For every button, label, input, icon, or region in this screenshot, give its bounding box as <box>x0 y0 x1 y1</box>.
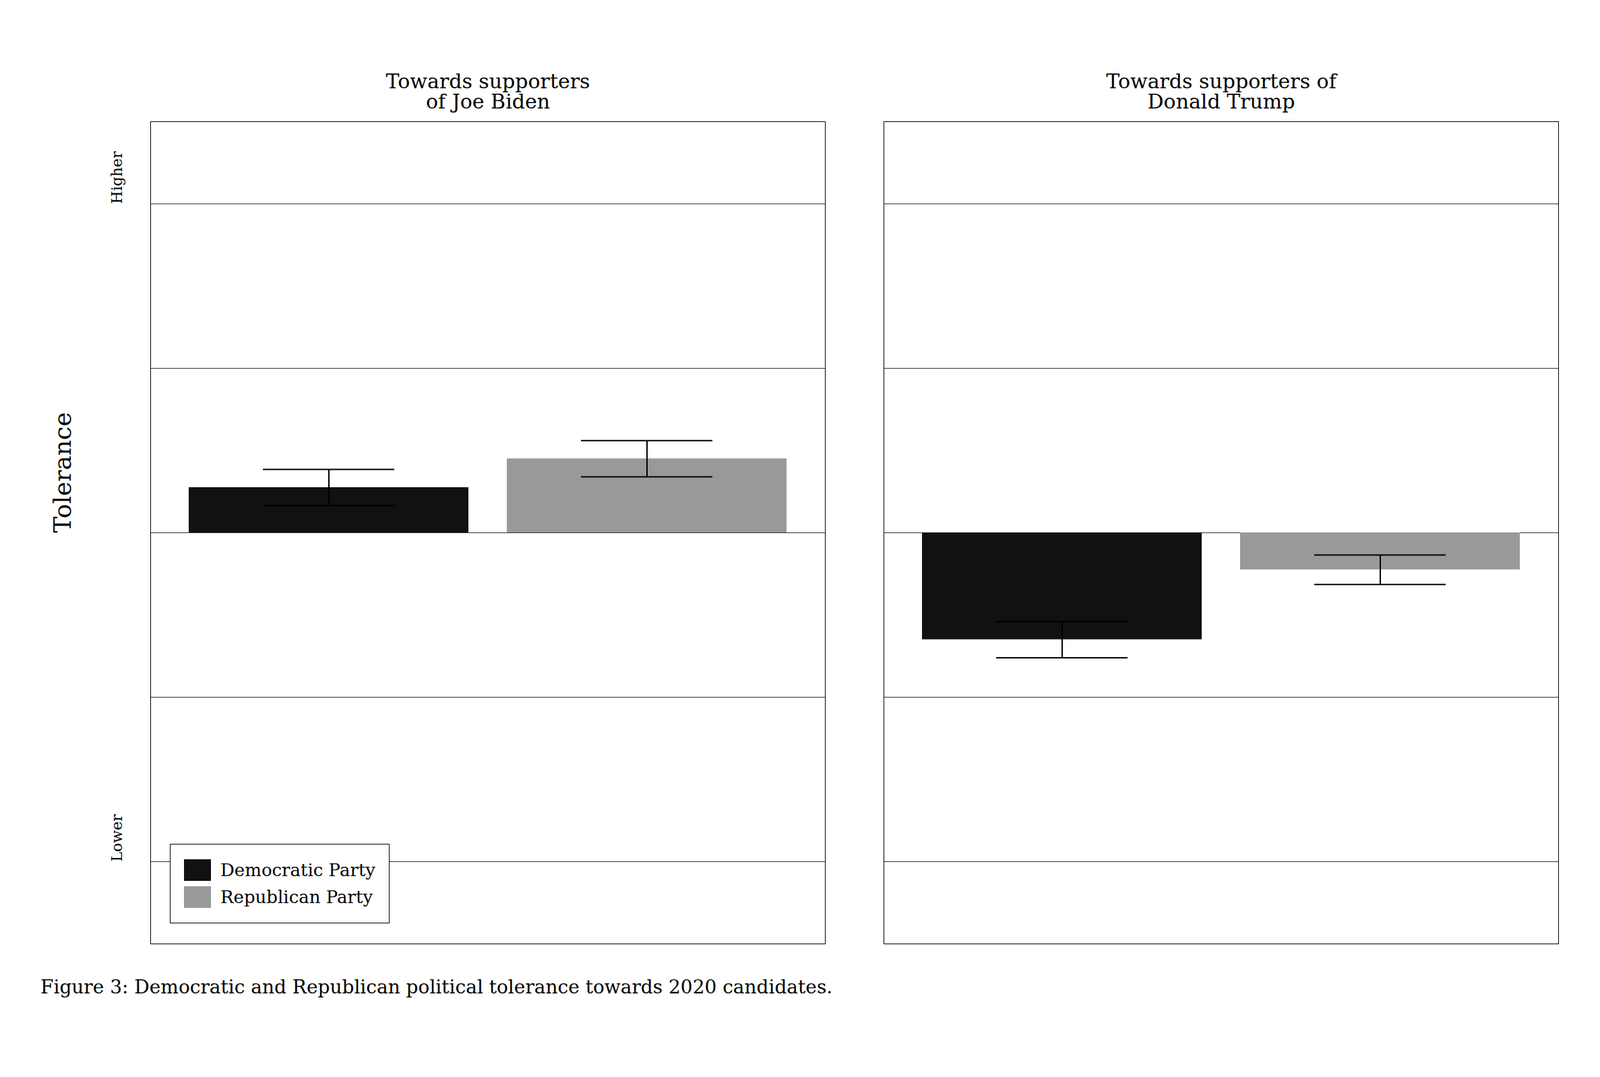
svg-text:Lower: Lower <box>108 814 126 863</box>
html-text:Figure 3: Democratic and Repub: Figure 3: Democratic and Republican poli… <box>40 975 833 999</box>
html-text:Democratic Party: Democratic Party <box>220 859 376 881</box>
svg-text:Tolerance: Tolerance <box>48 411 77 533</box>
svg-text:Towards supporters ofDonald Tr: Towards supporters ofDonald Trump <box>1105 69 1338 114</box>
svg-text:Towards supportersof Joe Biden: Towards supportersof Joe Biden <box>386 69 591 114</box>
svg-text:Higher: Higher <box>108 150 126 204</box>
html-text:Republican Party: Republican Party <box>220 886 373 908</box>
